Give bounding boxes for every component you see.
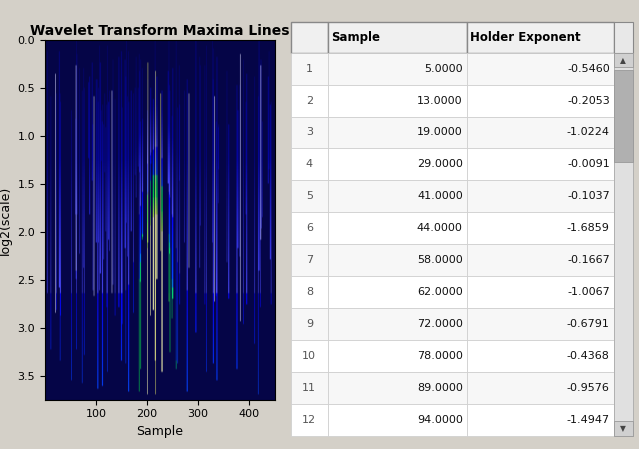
Text: 44.0000: 44.0000 — [417, 223, 463, 233]
Text: 94.0000: 94.0000 — [417, 414, 463, 425]
Bar — [291, 212, 328, 244]
Text: -0.6791: -0.6791 — [567, 319, 610, 329]
Bar — [291, 22, 328, 53]
Text: 29.0000: 29.0000 — [417, 159, 463, 169]
Bar — [467, 22, 614, 53]
Bar — [328, 404, 467, 436]
Text: 19.0000: 19.0000 — [417, 128, 463, 137]
Text: ▲: ▲ — [620, 56, 626, 65]
Text: -1.0224: -1.0224 — [567, 128, 610, 137]
Bar — [291, 340, 328, 372]
Text: 13.0000: 13.0000 — [417, 96, 463, 106]
Bar — [467, 212, 614, 244]
Bar — [291, 149, 328, 180]
Bar — [614, 53, 633, 436]
Text: 4: 4 — [305, 159, 313, 169]
Bar — [467, 372, 614, 404]
Bar — [291, 404, 328, 436]
Text: 5: 5 — [306, 191, 313, 201]
Bar — [614, 70, 633, 163]
Text: 8: 8 — [305, 287, 313, 297]
Bar — [614, 22, 633, 53]
Text: -1.6859: -1.6859 — [567, 223, 610, 233]
Text: 62.0000: 62.0000 — [417, 287, 463, 297]
Text: -0.9576: -0.9576 — [567, 383, 610, 393]
Text: 1: 1 — [306, 64, 313, 74]
Text: 12: 12 — [302, 414, 316, 425]
Bar — [467, 244, 614, 276]
Text: 41.0000: 41.0000 — [417, 191, 463, 201]
Text: Sample: Sample — [331, 31, 380, 44]
Bar — [291, 117, 328, 149]
Bar — [291, 372, 328, 404]
Bar — [328, 372, 467, 404]
Text: -1.4947: -1.4947 — [567, 414, 610, 425]
Bar — [467, 84, 614, 117]
Bar — [467, 276, 614, 308]
Bar — [467, 308, 614, 340]
Text: -0.5460: -0.5460 — [567, 64, 610, 74]
Bar — [291, 84, 328, 117]
Text: -0.0091: -0.0091 — [567, 159, 610, 169]
Text: 9: 9 — [305, 319, 313, 329]
Text: 5.0000: 5.0000 — [424, 64, 463, 74]
Text: -0.4368: -0.4368 — [567, 351, 610, 361]
Text: 89.0000: 89.0000 — [417, 383, 463, 393]
Bar — [614, 53, 633, 67]
Bar — [291, 180, 328, 212]
Bar — [291, 53, 328, 84]
Text: 78.0000: 78.0000 — [417, 351, 463, 361]
Bar — [328, 340, 467, 372]
Bar — [328, 308, 467, 340]
Bar — [467, 149, 614, 180]
Bar — [467, 340, 614, 372]
Bar — [328, 149, 467, 180]
Text: ▼: ▼ — [620, 424, 626, 433]
Text: -1.0067: -1.0067 — [567, 287, 610, 297]
Text: 2: 2 — [305, 96, 313, 106]
Bar — [467, 404, 614, 436]
Text: 6: 6 — [306, 223, 313, 233]
Title: Wavelet Transform Maxima Lines: Wavelet Transform Maxima Lines — [30, 24, 289, 38]
Bar — [467, 180, 614, 212]
X-axis label: Sample: Sample — [136, 425, 183, 438]
Text: Holder Exponent: Holder Exponent — [470, 31, 581, 44]
Text: -0.1037: -0.1037 — [567, 191, 610, 201]
Text: -0.2053: -0.2053 — [567, 96, 610, 106]
Text: 10: 10 — [302, 351, 316, 361]
Text: 11: 11 — [302, 383, 316, 393]
Bar — [328, 212, 467, 244]
Bar — [467, 117, 614, 149]
Y-axis label: log2(scale): log2(scale) — [0, 185, 12, 255]
Text: 7: 7 — [305, 255, 313, 265]
Text: 3: 3 — [306, 128, 313, 137]
Text: 58.0000: 58.0000 — [417, 255, 463, 265]
Bar — [467, 53, 614, 84]
Bar — [291, 308, 328, 340]
Text: 72.0000: 72.0000 — [417, 319, 463, 329]
Bar — [328, 276, 467, 308]
Bar — [328, 84, 467, 117]
Bar — [328, 244, 467, 276]
Bar — [291, 244, 328, 276]
Text: -0.1667: -0.1667 — [567, 255, 610, 265]
Bar — [328, 180, 467, 212]
Bar — [614, 421, 633, 436]
Bar — [328, 53, 467, 84]
Bar — [328, 117, 467, 149]
Bar — [291, 276, 328, 308]
Bar — [328, 22, 467, 53]
